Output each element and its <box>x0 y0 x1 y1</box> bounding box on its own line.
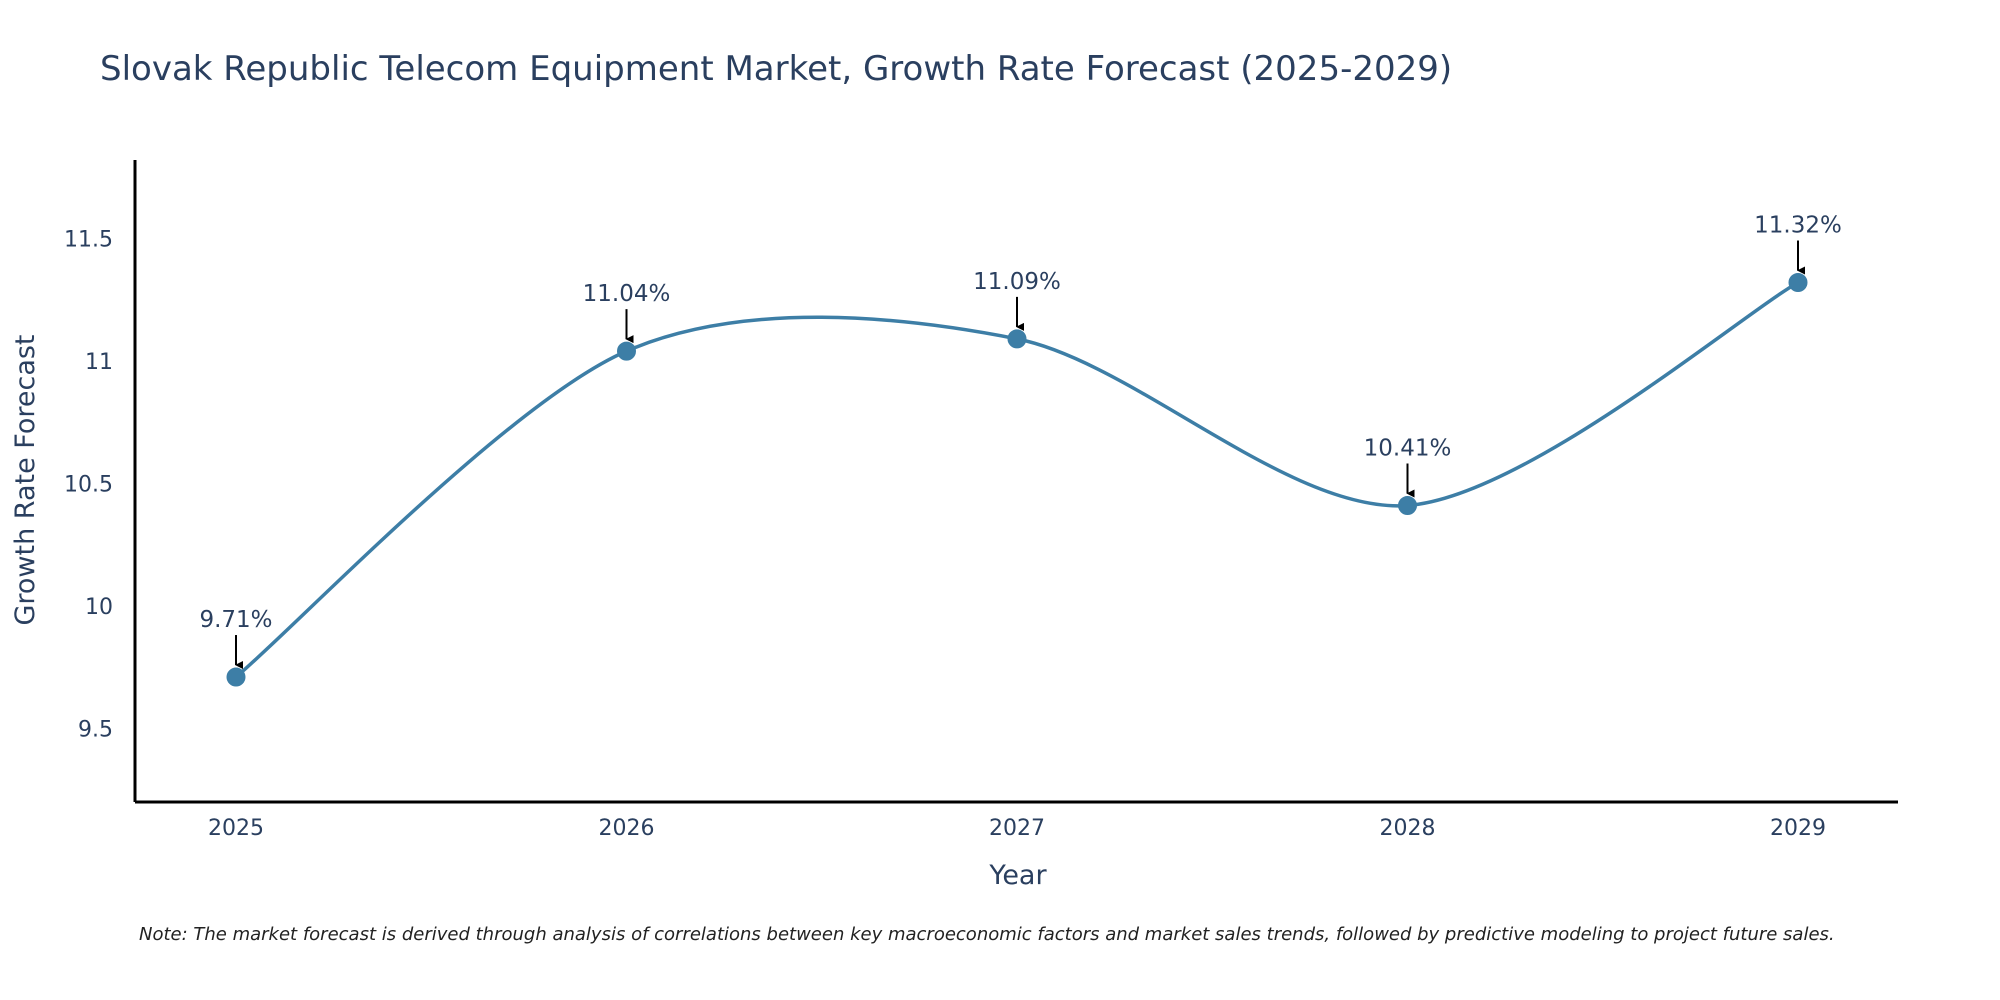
y-tick-label: 11 <box>85 350 113 375</box>
y-axis: 9.5 10 10.5 11 11.5 <box>64 160 137 802</box>
y-axis-title: Growth Rate Forecast <box>10 334 41 625</box>
data-label: 11.32% <box>1754 213 1842 239</box>
x-tick-label: 2028 <box>1380 816 1436 841</box>
footnote: Note: The market forecast is derived thr… <box>139 924 1835 945</box>
y-tick-label: 11.5 <box>64 227 113 252</box>
data-markers <box>226 273 1808 687</box>
data-point <box>1788 273 1808 293</box>
y-tick-label: 10.5 <box>64 472 113 497</box>
data-point <box>617 341 636 361</box>
y-tick-label: 10 <box>85 595 113 620</box>
data-point <box>1007 329 1027 349</box>
data-label: 9.71% <box>199 607 272 633</box>
data-label: 10.41% <box>1364 436 1452 462</box>
data-point <box>1398 496 1417 516</box>
data-label: 11.04% <box>583 281 671 307</box>
data-annotations: 9.71% 11.04% 11.09% 10.41% 11.32% <box>199 213 1842 670</box>
y-tick-label: 9.5 <box>78 717 113 742</box>
data-point <box>226 667 246 687</box>
x-tick-label: 2026 <box>599 816 655 841</box>
x-axis: 2025 2026 2027 2028 2029 <box>135 800 1898 841</box>
data-label: 11.09% <box>973 269 1061 295</box>
x-axis-title: Year <box>988 860 1047 891</box>
x-tick-label: 2027 <box>989 816 1045 841</box>
x-tick-label: 2029 <box>1770 816 1826 841</box>
chart-title: Slovak Republic Telecom Equipment Market… <box>100 49 1452 89</box>
x-tick-label: 2025 <box>208 816 264 841</box>
